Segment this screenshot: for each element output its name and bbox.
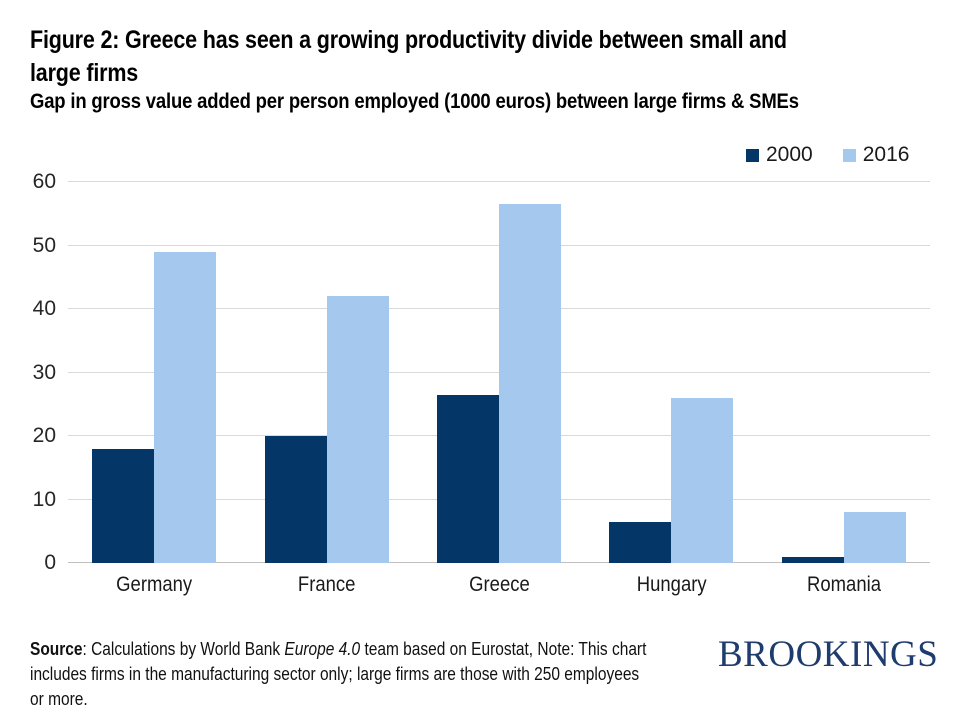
x-category-cell-greece: Greece — [413, 574, 585, 596]
y-tick-label-40: 40 — [32, 297, 56, 320]
legend-swatch-2016 — [842, 148, 856, 162]
x-axis-labels: Germany France Greece Hungary Romania — [68, 574, 930, 596]
x-category-cell-hungary: Hungary — [585, 574, 757, 596]
source-note-segment: Europe 4.0 — [284, 639, 361, 659]
x-category-cell-france: France — [240, 574, 412, 596]
bar-group-france — [240, 182, 412, 563]
bar-group-hungary — [585, 182, 757, 563]
source-note-line-3: or more. — [30, 687, 709, 712]
y-tick-label-50: 50 — [32, 233, 56, 257]
bar-2000-hungary — [609, 521, 672, 563]
bar-group-romania — [758, 182, 930, 563]
chart-legend: 2000 2016 — [746, 143, 910, 166]
plot-area — [68, 181, 930, 563]
bar-2016-hungary — [671, 397, 734, 563]
x-category-label-greece: Greece — [468, 573, 530, 596]
x-category-label-romania: Romania — [806, 573, 881, 596]
legend-label-2000: 2000 — [766, 143, 813, 166]
x-category-label-france: France — [297, 573, 356, 596]
source-note-line-1: Source: Calculations by World Bank Europ… — [30, 637, 709, 662]
y-tick-label-20: 20 — [32, 424, 56, 447]
bar-2016-germany — [154, 251, 217, 563]
legend-label-2016: 2016 — [862, 143, 910, 166]
figure-subtitle: Gap in gross value added per person empl… — [30, 90, 799, 113]
source-note-segment: or more. — [30, 689, 88, 709]
source-note-segment: team based on Eurostat, Note: This chart — [360, 639, 647, 659]
y-tick-label-10: 10 — [32, 487, 56, 511]
bar-2016-romania — [843, 512, 906, 563]
bar-2000-france — [264, 436, 327, 563]
bar-group-greece — [413, 182, 585, 563]
bar-2016-greece — [498, 204, 561, 563]
y-tick-label-0: 0 — [44, 551, 56, 574]
figure-title-line1: Figure 2: Greece has seen a growing prod… — [30, 26, 787, 54]
figure-title: Figure 2: Greece has seen a growing prod… — [30, 24, 787, 90]
brookings-logo: BROOKINGS — [718, 634, 939, 675]
source-note-segment: : Calculations by World Bank — [82, 639, 285, 659]
source-note-segment: includes firms in the manufacturing sect… — [30, 664, 640, 684]
gridline-60 — [68, 181, 930, 182]
x-category-label-germany: Germany — [116, 573, 193, 596]
y-tick-label-30: 30 — [32, 360, 56, 384]
bar-2016-france — [326, 296, 389, 563]
legend-item-2016: 2016 — [842, 143, 910, 166]
legend-swatch-2000 — [746, 148, 759, 162]
legend-item-2000: 2000 — [746, 143, 813, 166]
x-category-cell-romania: Romania — [758, 574, 930, 596]
source-note-segment: Source — [30, 639, 83, 659]
figure-title-line2: large firms — [30, 59, 139, 87]
source-note-line-2: includes firms in the manufacturing sect… — [30, 662, 709, 687]
x-category-cell-germany: Germany — [68, 574, 240, 596]
bar-2000-greece — [436, 394, 499, 563]
bar-group-germany — [68, 182, 240, 563]
x-category-label-hungary: Hungary — [636, 573, 707, 596]
source-note: Source: Calculations by World Bank Europ… — [30, 637, 709, 712]
bar-2000-romania — [781, 556, 844, 563]
bar-2000-germany — [92, 448, 155, 563]
y-tick-label-60: 60 — [32, 170, 56, 193]
